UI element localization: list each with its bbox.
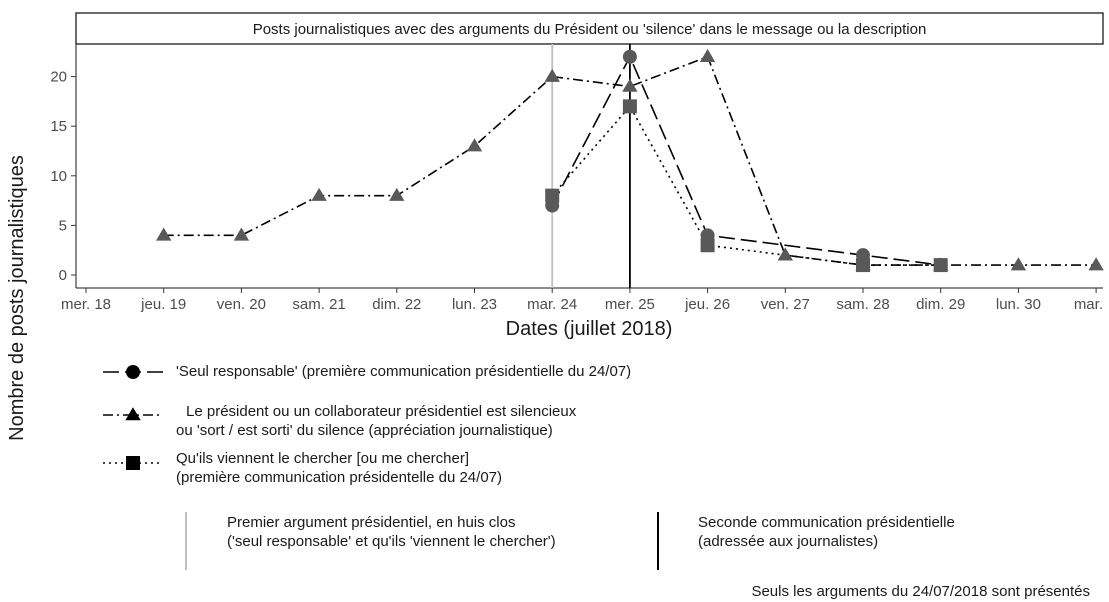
x-tick-label: jeu. 26 (684, 296, 730, 313)
plot-panel: Posts journalistiques avec des arguments… (75, 12, 1104, 289)
data-point-s2-12 (1010, 257, 1027, 271)
data-point-s3-5 (933, 258, 948, 273)
data-point-s2-13 (1088, 257, 1104, 271)
reference-line-legend: Premier argument présidentiel, en huis c… (185, 512, 955, 570)
legend-label-1: 'Seul responsable' (première communicati… (176, 363, 631, 380)
series-line-1 (551, 54, 941, 266)
legend-label-3: Qu'ils viennent le chercher [ou me cherc… (176, 450, 502, 486)
legend-label-line: (première communication présidentelle du… (176, 469, 502, 486)
data-point-s2-3 (311, 187, 327, 201)
legend-key-marker-2 (125, 407, 141, 421)
legend-label-line: Qu'ils viennent le chercher [ou me cherc… (176, 450, 469, 467)
y-tick-label: 5 (59, 217, 67, 234)
data-point-s1-2 (622, 49, 637, 64)
data-point-s2-6 (544, 68, 560, 82)
x-tick-label: sam. 21 (292, 296, 345, 313)
data-point-s3-4 (856, 258, 870, 273)
x-tick-label: dim. 22 (372, 296, 421, 313)
chart-caption: Seuls les arguments du 24/07/2018 sont p… (751, 583, 1090, 600)
x-tick-label: ven. 27 (761, 296, 810, 313)
series-line-3 (551, 104, 941, 266)
x-tick-label: dim. 29 (916, 296, 965, 313)
data-point-s2-2 (233, 227, 250, 241)
y-tick-label: 20 (50, 69, 67, 86)
x-tick-label: mer. 25 (605, 296, 655, 313)
reference-line-label-line: Premier argument présidentiel, en huis c… (227, 514, 515, 531)
data-point-s2-8 (699, 48, 716, 63)
x-axis-ticks: mer. 18 jeu. 19 ven. 20 sam. 21 dim. 22 lun. … (61, 288, 1103, 313)
legend-key-marker-1 (126, 365, 140, 379)
y-axis-ticks: 0 5 10 15 20 (50, 69, 76, 284)
y-tick-label: 0 (59, 267, 67, 284)
legend-label-line: ou 'sort / est sorti' du silence (appréc… (176, 422, 553, 439)
reference-line-label-line: Seconde communication présidentielle (698, 514, 955, 531)
legend-key-marker-3 (126, 456, 140, 470)
data-point-s3-3 (700, 238, 715, 253)
legend: 'Seul responsable' (première communicati… (103, 363, 631, 486)
y-axis-title: Nombre de posts journalistiques (6, 155, 28, 441)
data-point-s3-2 (622, 99, 637, 114)
data-point-s2-5 (466, 138, 483, 152)
reference-line-label-2: Seconde communication présidentielle (adr… (698, 514, 955, 550)
x-tick-label: jeu. 19 (140, 296, 186, 313)
data-point-s2-7 (622, 78, 638, 92)
y-tick-label: 10 (50, 168, 67, 185)
x-tick-label: lun. 23 (452, 296, 497, 313)
y-tick-label: 15 (50, 118, 67, 135)
x-tick-label: mar. 24 (527, 296, 577, 313)
x-axis-title: Dates (juillet 2018) (506, 318, 673, 340)
legend-label-line: Le président ou un collaborateur préside… (186, 403, 577, 420)
x-tick-label: sam. 28 (836, 296, 889, 313)
data-point-s2-1 (156, 227, 172, 241)
data-point-s2-9 (777, 247, 793, 261)
strip-box (75, 12, 1104, 45)
reference-line-label-1: Premier argument présidentiel, en huis c… (227, 514, 556, 550)
data-point-s3-1 (545, 188, 560, 203)
data-point-s2-4 (389, 187, 405, 201)
x-tick-label: lun. 30 (996, 296, 1041, 313)
reference-line-label-line: ('seul responsable' et qu'ils 'viennent … (227, 533, 556, 550)
x-tick-label: mar. (1074, 296, 1103, 313)
reference-line-label-line: (adressée aux journalistes) (698, 533, 878, 550)
x-tick-label: ven. 20 (217, 296, 266, 313)
legend-label-2: Le président ou un collaborateur préside… (176, 403, 577, 439)
series-markers (156, 48, 1104, 273)
x-tick-label: mer. 18 (61, 296, 111, 313)
chart-title: Posts journalistiques avec des arguments… (253, 21, 927, 38)
legend-label-line: 'Seul responsable' (première communicati… (176, 363, 631, 380)
